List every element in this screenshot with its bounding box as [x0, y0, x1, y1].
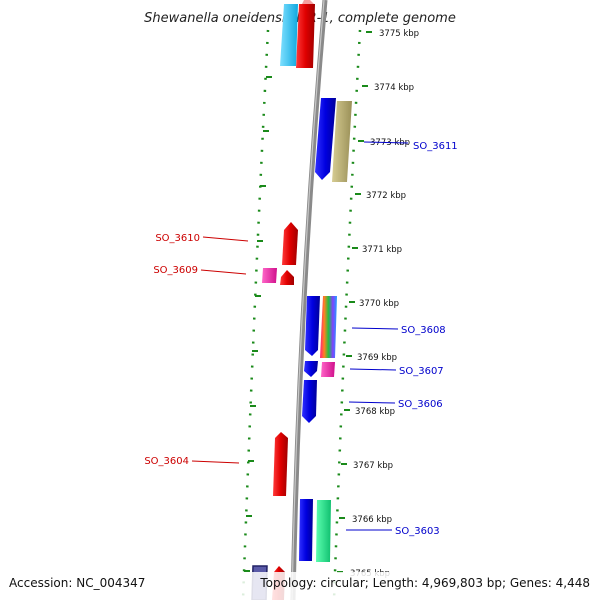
gene-feature[interactable] [321, 362, 335, 377]
gene-feature-so-3608[interactable] [305, 296, 320, 356]
gene-label-so-3604[interactable]: SO_3604 [144, 456, 189, 467]
gene-label-so-3603[interactable]: SO_3603 [395, 526, 440, 537]
gene-label-so-3611[interactable]: SO_3611 [413, 141, 458, 152]
gene-label-so-3610[interactable]: SO_3610 [155, 233, 200, 244]
tick-label: 3766 kbp [352, 515, 392, 525]
gene-label-so-3609[interactable]: SO_3609 [153, 265, 198, 276]
gene-feature[interactable] [280, 4, 298, 66]
genome-backbone [290, 0, 328, 600]
gene-feature-so-3607[interactable] [304, 361, 318, 377]
tick-label: 3772 kbp [366, 191, 406, 201]
gene-feature-so-3610[interactable] [282, 222, 298, 265]
gene-feature-so-3604[interactable] [273, 432, 288, 496]
tick-label: 3770 kbp [359, 299, 399, 309]
scale-ticks [244, 31, 372, 573]
tick-label: 3767 kbp [353, 461, 393, 471]
tick-label: 3774 kbp [374, 83, 414, 93]
tick-label: 3769 kbp [357, 353, 397, 363]
gene-label-so-3607[interactable]: SO_3607 [399, 366, 444, 377]
gene-feature-so-3603[interactable] [299, 499, 313, 561]
gene-feature[interactable] [316, 500, 331, 562]
tick-label: 3768 kbp [355, 407, 395, 417]
inner-grid-ring [241, 29, 270, 600]
tick-label: 3771 kbp [362, 245, 402, 255]
gene-feature-so-3606[interactable] [302, 380, 317, 423]
gene-feature[interactable] [332, 101, 352, 182]
gene-feature-so-3611[interactable] [315, 98, 336, 180]
gene-feature[interactable] [296, 4, 315, 68]
tick-label: 3775 kbp [379, 29, 419, 39]
gene-label-so-3606[interactable]: SO_3606 [398, 399, 443, 410]
gene-feature[interactable] [280, 270, 294, 285]
gene-feature-so-3609[interactable] [262, 268, 277, 283]
gene-feature[interactable] [320, 296, 337, 358]
accession-text: Accession: NC_004347 [9, 576, 145, 590]
gene-label-so-3608[interactable]: SO_3608 [401, 325, 446, 336]
outer-grid-ring [332, 29, 362, 600]
genome-summary-text: Topology: circular; Length: 4,969,803 bp… [259, 576, 590, 590]
